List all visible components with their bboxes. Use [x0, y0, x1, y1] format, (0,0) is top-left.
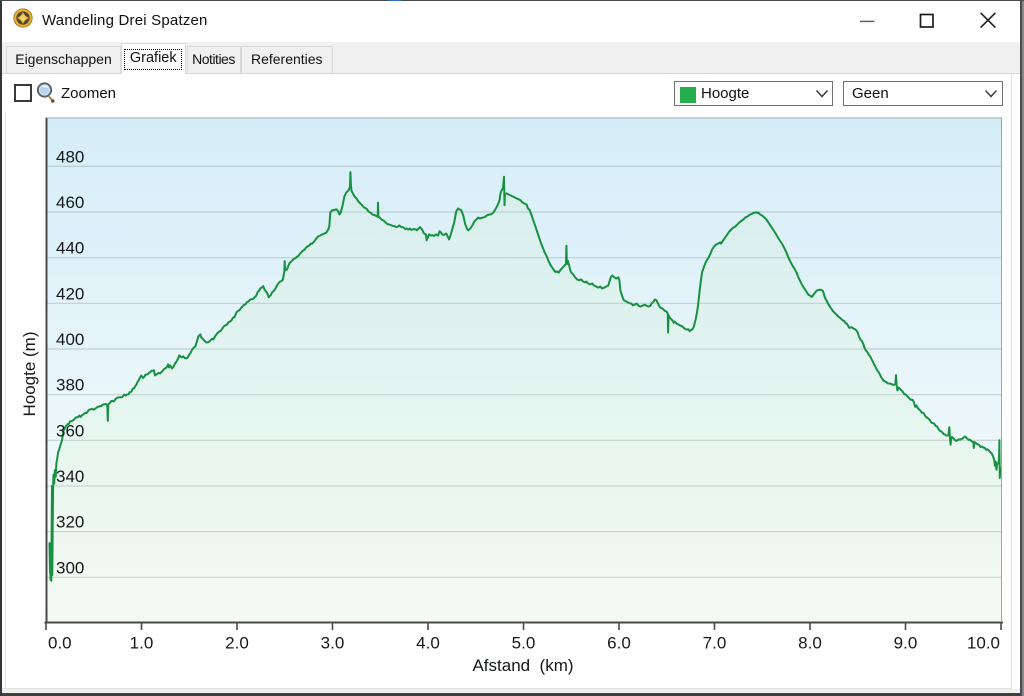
- svg-text:2.0: 2.0: [225, 634, 249, 653]
- svg-text:8.0: 8.0: [798, 634, 822, 653]
- svg-text:0.0: 0.0: [48, 634, 72, 653]
- svg-text:300: 300: [56, 558, 84, 577]
- svg-text:1.0: 1.0: [130, 634, 154, 653]
- svg-text:460: 460: [56, 193, 84, 212]
- svg-text:380: 380: [56, 376, 84, 395]
- svg-text:400: 400: [56, 330, 84, 349]
- svg-text:5.0: 5.0: [512, 634, 536, 653]
- svg-text:7.0: 7.0: [703, 634, 727, 653]
- svg-text:10.0: 10.0: [967, 634, 1000, 653]
- svg-text:Afstand (km): Afstand (km): [472, 656, 573, 675]
- svg-text:360: 360: [56, 421, 84, 440]
- svg-text:420: 420: [56, 284, 84, 303]
- svg-text:320: 320: [56, 513, 84, 532]
- svg-text:3.0: 3.0: [321, 634, 345, 653]
- svg-text:440: 440: [56, 239, 84, 258]
- svg-text:4.0: 4.0: [416, 634, 440, 653]
- svg-text:9.0: 9.0: [894, 634, 918, 653]
- svg-text:340: 340: [56, 467, 84, 486]
- svg-text:Hoogte (m): Hoogte (m): [20, 331, 39, 416]
- svg-text:480: 480: [56, 147, 84, 166]
- svg-text:6.0: 6.0: [607, 634, 631, 653]
